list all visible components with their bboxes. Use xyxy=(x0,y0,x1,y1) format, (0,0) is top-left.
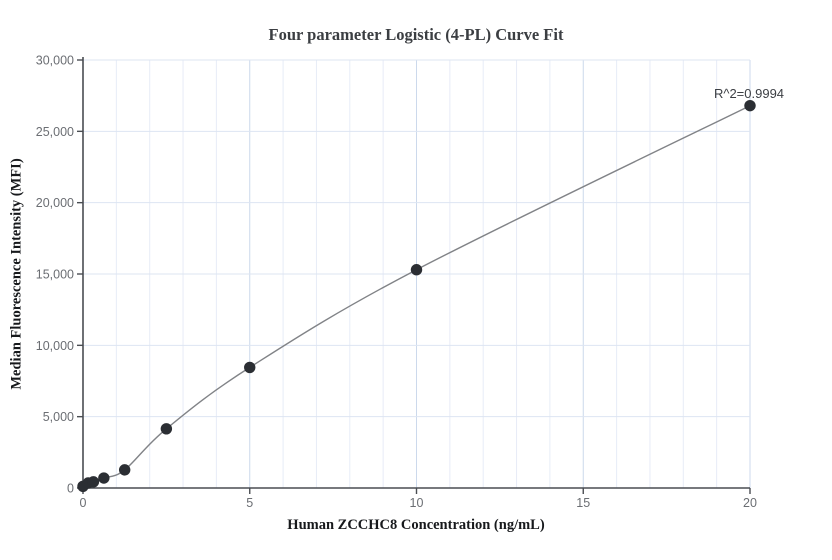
data-point xyxy=(744,99,756,112)
tick-marks: 0 5,000 10,000 15,000 20,000 25,000 30,000 0 5 10… xyxy=(36,54,757,511)
x-axis-title: Human ZCCHC8 Concentration (ng/mL) xyxy=(287,517,545,533)
y-tick-label: 0 xyxy=(67,482,74,496)
y-tick-label: 25,000 xyxy=(36,125,74,139)
chart-title: Four parameter Logistic (4-PL) Curve Fit xyxy=(268,25,564,44)
data-point xyxy=(410,264,423,276)
y-axis-title: Median Fluorescence Intensity (MFI) xyxy=(8,158,25,390)
x-tick-label: 10 xyxy=(410,496,424,510)
y-tick-label: 5,000 xyxy=(43,410,74,424)
y-tick-label: 30,000 xyxy=(36,54,74,68)
x-tick-label: 0 xyxy=(80,496,87,510)
x-tick-label: 15 xyxy=(576,496,590,510)
y-tick-label: 20,000 xyxy=(36,196,74,210)
data-point xyxy=(118,464,131,476)
x-tick-label: 5 xyxy=(246,496,253,510)
data-points xyxy=(77,99,756,492)
data-point xyxy=(160,423,173,435)
y-tick-label: 15,000 xyxy=(36,268,74,282)
y-tick-label: 10,000 xyxy=(36,339,74,353)
gridlines xyxy=(83,59,751,488)
x-tick-label: 20 xyxy=(743,496,757,510)
r-squared-annotation: R^2=0.9994 xyxy=(713,86,785,101)
data-point xyxy=(87,476,100,488)
data-point xyxy=(98,472,110,484)
data-point xyxy=(244,361,256,374)
